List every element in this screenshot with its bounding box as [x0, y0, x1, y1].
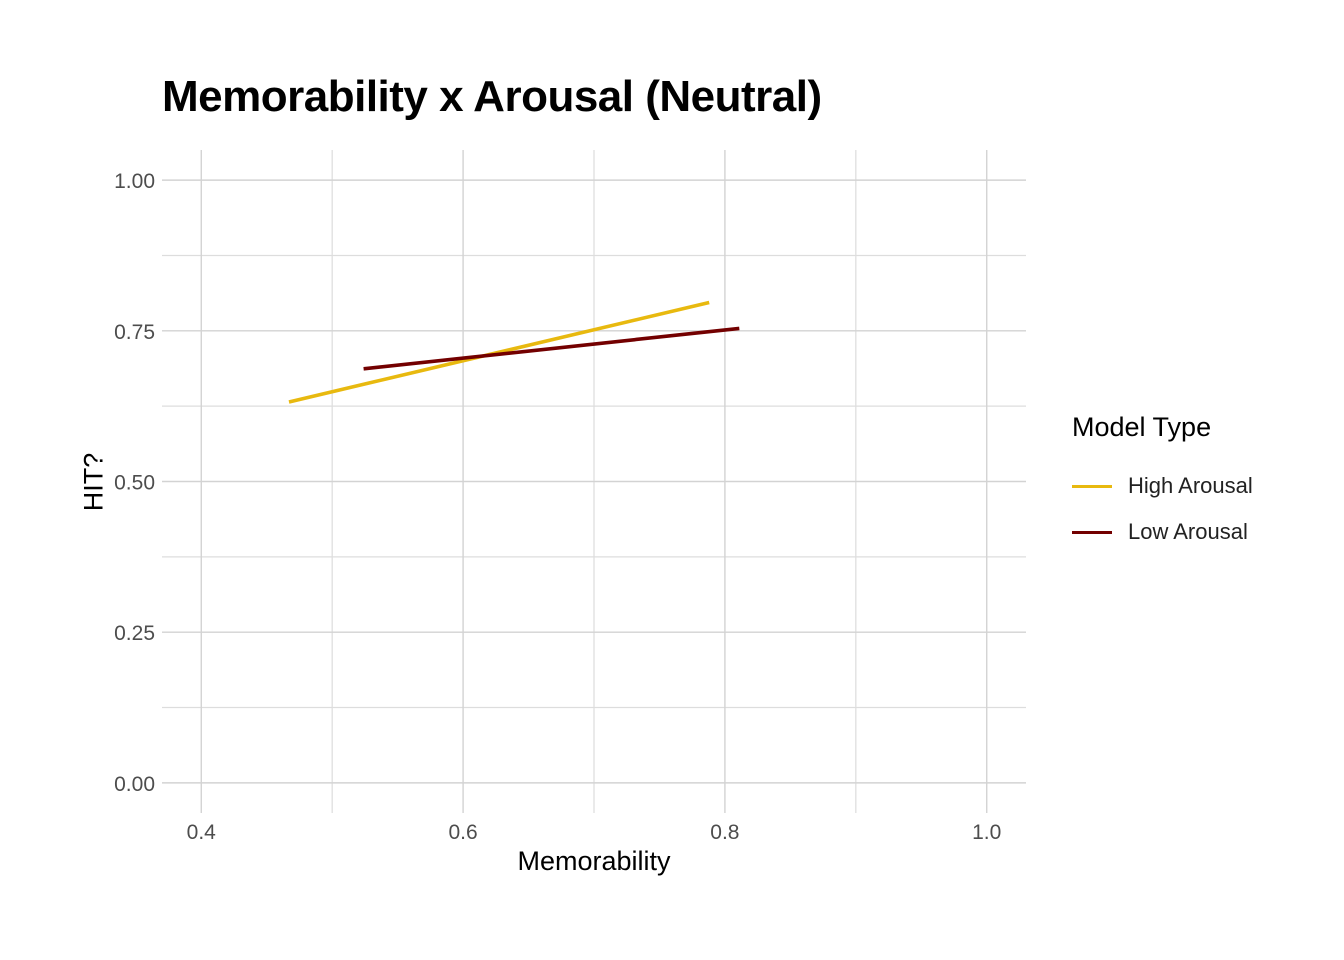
- y-tick-label: 0.50: [114, 472, 155, 495]
- x-tick-label: 0.4: [187, 821, 217, 844]
- y-tick-label: 0.75: [114, 321, 155, 344]
- series-line-high-arousal: [288, 300, 710, 404]
- legend-label-high-arousal: High Arousal: [1128, 473, 1253, 498]
- y-tick-label: 0.25: [114, 622, 155, 645]
- series-lines: [288, 300, 740, 404]
- y-axis-title: HIT?: [78, 452, 109, 512]
- y-tick-label: 0.00: [114, 773, 155, 796]
- legend: Model Type High Arousal Low Arousal: [1072, 412, 1253, 555]
- chart-title: Memorability x Arousal (Neutral): [162, 72, 822, 121]
- x-tick-label: 0.6: [448, 821, 477, 844]
- y-tick-label: 1.00: [114, 170, 155, 193]
- major-grid: [162, 150, 1026, 813]
- x-tick-label: 0.8: [710, 821, 739, 844]
- minor-grid: [162, 150, 1026, 813]
- series-line-low-arousal: [363, 326, 740, 371]
- legend-key-low-arousal: [1072, 530, 1112, 534]
- legend-item-high-arousal: High Arousal: [1072, 463, 1253, 509]
- legend-key-high-arousal: [1072, 484, 1112, 488]
- legend-label-low-arousal: Low Arousal: [1128, 519, 1248, 544]
- legend-title: Model Type: [1072, 412, 1212, 442]
- x-tick-label: 1.0: [972, 821, 1001, 844]
- x-axis-title: Memorability: [517, 846, 671, 876]
- legend-item-low-arousal: Low Arousal: [1072, 509, 1253, 555]
- tick-labels: 0.4 0.6 0.8 1.0 0.00 0.25 0.50 0.75 1.00: [114, 170, 1001, 844]
